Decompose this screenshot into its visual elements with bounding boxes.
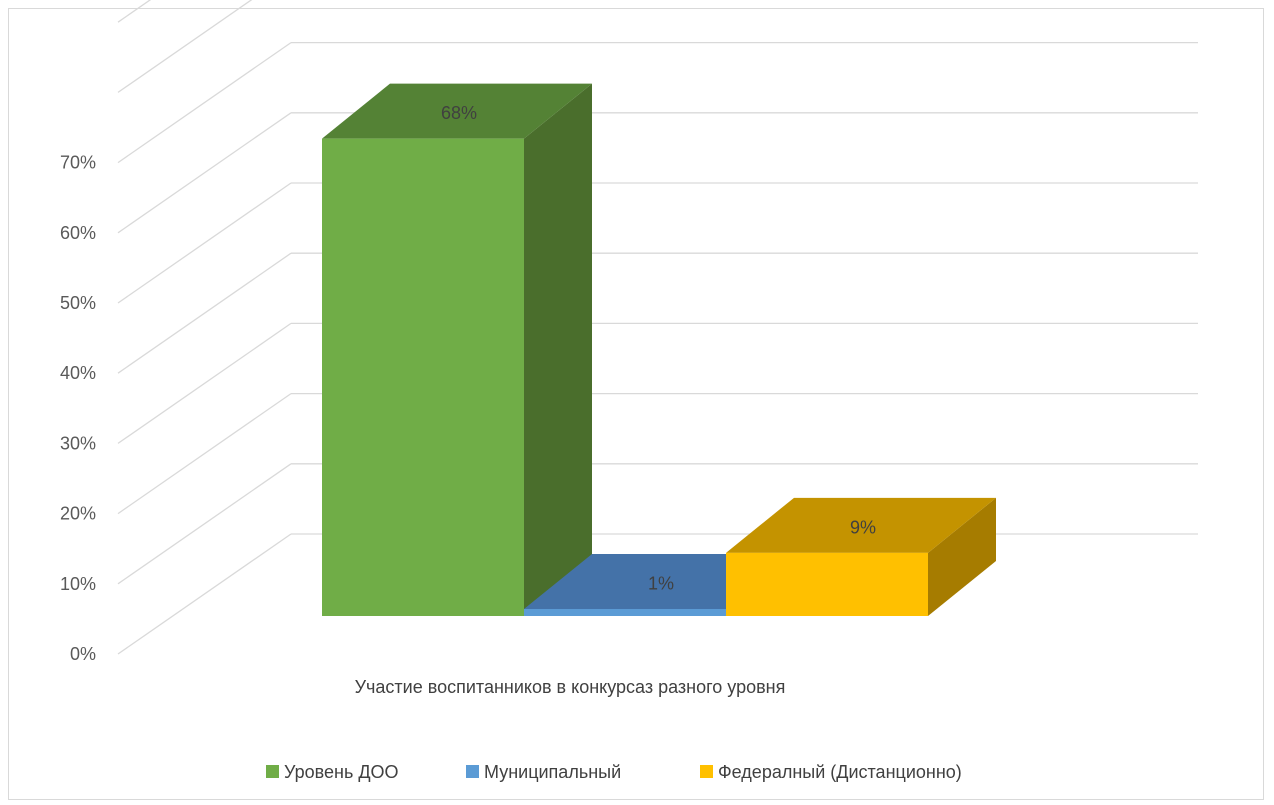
legend: Уровень ДОО Муниципальный Федералный (Дист… [266,762,962,782]
grid-line-diagonal [117,533,292,655]
bar-top [322,83,592,139]
grid-line-diagonal [117,42,292,164]
data-labels: 68% 1% 9% [441,103,876,593]
y-tick-label: 40% [60,363,96,383]
legend-swatch [700,765,713,778]
legend-swatch [466,765,479,778]
y-tick-label: 30% [60,433,96,453]
y-tick-label: 20% [60,504,96,524]
y-tick-label: 70% [60,153,96,173]
bar-front [322,138,524,616]
data-label: 68% [441,103,477,123]
legend-swatch [266,765,279,778]
bar-top [726,497,996,553]
grid-line-diagonal [117,0,253,93]
bar-side [928,497,996,616]
bar-side [524,83,592,616]
chart-frame [8,8,1264,800]
grid-line-diagonal [117,112,292,234]
y-axis-ticks: 0% 10% 20% 30% 40% 50% 60% 70% [60,153,96,664]
x-category-label: Участие воспитанников в конкурсаз разног… [355,677,786,697]
legend-label: Уровень ДОО [284,762,399,782]
data-label: 9% [850,517,876,537]
grid-line-diagonal [117,463,292,585]
legend-label: Муниципальный [484,762,621,782]
grid-line-diagonal [117,0,152,23]
grid-line-diagonal [117,252,292,374]
y-tick-label: 0% [70,644,96,664]
grid-line-diagonal [117,182,292,304]
bar-front [524,608,726,616]
bars [322,83,996,616]
legend-label: Федералный (Дистанционно) [718,762,962,782]
data-label: 1% [648,573,674,593]
bar-front [726,552,928,616]
y-tick-label: 60% [60,223,96,243]
grid-line-diagonal [117,322,292,444]
y-tick-label: 50% [60,293,96,313]
y-tick-label: 10% [60,574,96,594]
grid-line-diagonal [117,393,292,515]
